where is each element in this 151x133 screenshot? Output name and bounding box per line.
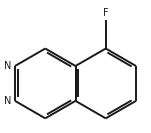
Text: F: F — [103, 8, 109, 18]
Text: N: N — [4, 96, 11, 106]
Text: N: N — [4, 61, 11, 71]
